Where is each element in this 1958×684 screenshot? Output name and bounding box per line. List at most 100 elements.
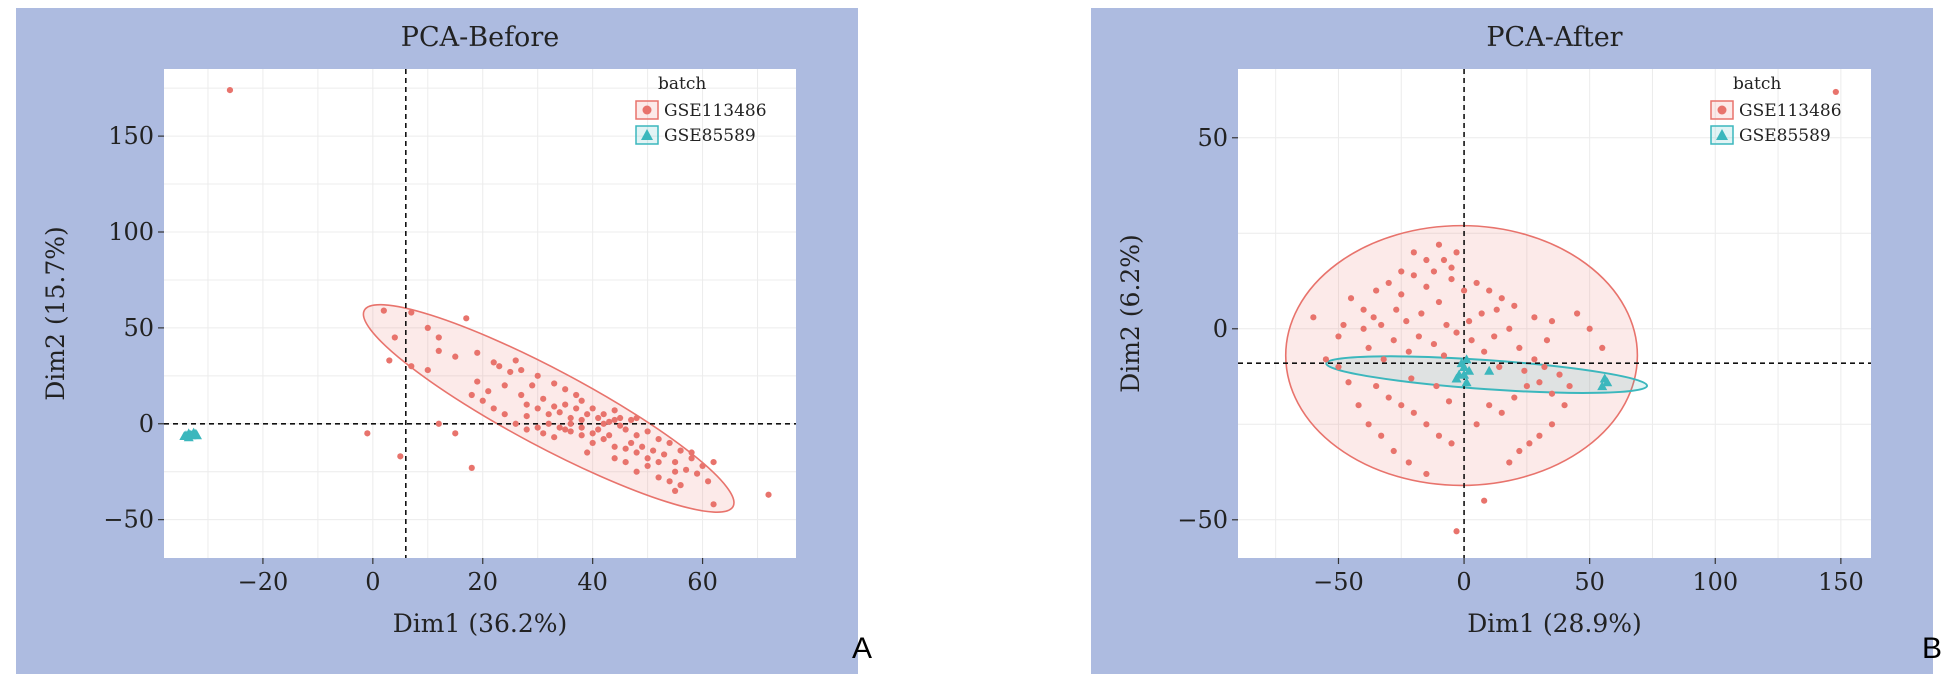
data-point	[408, 363, 415, 370]
data-point	[1415, 333, 1422, 340]
data-point	[1345, 379, 1352, 386]
data-point	[1370, 314, 1377, 321]
data-point	[1435, 432, 1443, 439]
data-point	[1506, 459, 1513, 466]
data-point	[1468, 337, 1475, 344]
chart-title: PCA-Before	[401, 22, 559, 53]
data-point	[562, 426, 569, 433]
data-point	[424, 366, 431, 374]
data-point	[518, 366, 525, 374]
data-point	[1566, 382, 1573, 390]
chart-title: PCA-After	[1486, 22, 1622, 53]
plot-area	[164, 69, 796, 558]
data-point	[534, 405, 541, 412]
legend: batch GSE113486 GSE85589	[1710, 74, 1842, 146]
data-point	[534, 424, 541, 431]
data-point	[617, 414, 624, 422]
data-point	[1574, 310, 1581, 317]
data-point	[671, 468, 679, 475]
data-point	[677, 482, 684, 489]
data-point	[1398, 268, 1405, 275]
data-point	[655, 474, 662, 481]
data-point	[1451, 373, 1462, 383]
x-tick-label: 100	[1692, 568, 1738, 596]
data-point	[408, 309, 415, 316]
data-point	[633, 414, 640, 422]
data-point	[671, 459, 679, 466]
x-tick-label: 60	[687, 568, 718, 596]
data-point	[1481, 497, 1488, 504]
data-point	[1410, 249, 1417, 256]
data-point	[1498, 295, 1505, 302]
data-point	[688, 455, 695, 462]
data-point	[1365, 421, 1372, 428]
data-point	[556, 424, 563, 431]
data-point	[1448, 276, 1455, 283]
data-point	[540, 395, 547, 402]
data-point	[485, 388, 492, 395]
data-point	[1385, 279, 1392, 287]
pca-after-chart: −50 0 50 100 150 −50 0 50 PCA-After Dim1 (28.9%) D…	[1116, 22, 1871, 638]
data-point	[518, 391, 525, 399]
data-point	[633, 468, 640, 475]
series-gse113486	[1310, 88, 1839, 535]
data-point	[765, 491, 772, 498]
data-point	[1378, 432, 1385, 439]
data-point	[1423, 283, 1430, 290]
data-point	[644, 455, 651, 462]
panel-label-b: B	[1922, 632, 1943, 665]
data-point	[1445, 398, 1453, 405]
data-point	[1521, 367, 1528, 374]
x-tick-label: 0	[1456, 568, 1471, 596]
data-point	[190, 428, 201, 438]
y-tick-label: 100	[108, 218, 154, 246]
data-point	[1511, 394, 1518, 401]
data-point	[1516, 344, 1523, 351]
legend-entry-gse85589: GSE85589	[1739, 126, 1831, 146]
data-point	[452, 353, 459, 360]
data-point	[1832, 88, 1839, 96]
x-tick-label: 40	[577, 568, 608, 596]
data-point	[688, 449, 695, 456]
pca-before-chart: −20 0 20 40 60 −50 0 50 100 150 PCA-Before Dim1 (36…	[41, 22, 796, 638]
legend-marker	[1717, 105, 1727, 115]
y-tick-label: −50	[1177, 506, 1228, 534]
data-point	[1531, 356, 1538, 363]
data-point	[1536, 432, 1543, 439]
data-point	[1548, 318, 1556, 325]
data-point	[617, 422, 624, 429]
data-point	[1423, 470, 1430, 478]
data-point	[490, 405, 497, 412]
data-point	[512, 357, 519, 364]
data-point	[1543, 337, 1551, 344]
data-point	[1456, 358, 1467, 368]
data-point	[1461, 377, 1472, 387]
data-point	[1516, 447, 1523, 455]
data-point	[573, 405, 580, 412]
y-axis-label: Dim2 (15.7%)	[41, 226, 70, 401]
y-tick-label: 0	[1213, 315, 1228, 343]
y-tick-label: 50	[123, 314, 154, 342]
data-point	[1599, 344, 1606, 351]
data-point	[650, 447, 657, 454]
data-point	[1423, 256, 1430, 264]
data-point	[644, 428, 651, 435]
series-gse85589	[179, 427, 202, 442]
data-point	[1491, 333, 1498, 340]
data-point	[1453, 249, 1460, 256]
panel-label-a: A	[852, 632, 873, 665]
data-point	[1541, 363, 1548, 371]
data-point	[704, 478, 712, 485]
data-point	[589, 405, 596, 412]
data-point	[1335, 333, 1342, 340]
x-tick-label: 20	[467, 568, 498, 596]
data-point	[226, 86, 234, 94]
data-point	[1410, 272, 1417, 279]
data-point	[682, 466, 690, 473]
data-point	[1440, 352, 1448, 359]
data-point	[567, 428, 574, 435]
data-point	[633, 432, 640, 439]
data-point	[1418, 310, 1425, 317]
data-point	[1453, 329, 1460, 336]
data-point	[1360, 306, 1367, 313]
